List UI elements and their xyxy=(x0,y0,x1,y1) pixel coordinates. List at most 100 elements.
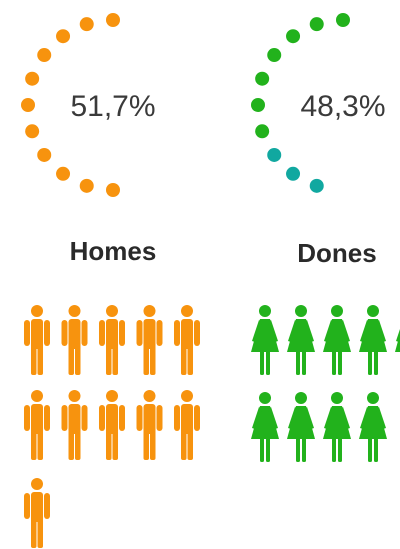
icon-torso xyxy=(68,319,81,349)
icon-leg xyxy=(143,345,149,375)
person-icon xyxy=(287,305,315,375)
icon-leg xyxy=(31,518,37,548)
icon-arm xyxy=(288,407,314,429)
ring-dot xyxy=(286,166,301,181)
icon-head xyxy=(259,305,271,317)
icon-leg xyxy=(150,430,156,460)
icon-leg xyxy=(31,430,37,460)
ring-dot xyxy=(267,147,282,162)
icon-torso xyxy=(68,404,81,434)
icon-leg xyxy=(374,350,378,375)
person-icon xyxy=(99,305,125,375)
icon-head xyxy=(31,390,43,402)
icon-arm xyxy=(24,320,30,346)
person-icon xyxy=(323,305,351,375)
icon-arm xyxy=(252,407,278,429)
ring-dot xyxy=(56,29,71,44)
icon-arm xyxy=(324,407,350,429)
icon-head xyxy=(31,305,43,317)
icon-arm xyxy=(119,320,125,346)
person-icon xyxy=(99,390,125,460)
ring-dot xyxy=(21,98,35,112)
icon-head xyxy=(295,305,307,317)
percentage: 51,7% xyxy=(70,90,155,123)
icon-leg xyxy=(296,350,300,375)
icon-leg xyxy=(302,437,306,462)
icon-arm xyxy=(99,320,105,346)
ring-dot xyxy=(25,124,40,139)
icon-leg xyxy=(37,518,43,548)
icon-torso xyxy=(106,319,118,349)
icon-leg xyxy=(266,437,270,462)
icon-head xyxy=(181,390,193,402)
icon-arm xyxy=(288,320,314,342)
icon-leg xyxy=(368,350,372,375)
ring-dot xyxy=(255,71,270,86)
icon-arm xyxy=(174,405,180,431)
ring-dot xyxy=(106,13,120,27)
icon-arm xyxy=(119,405,125,431)
person-icon xyxy=(323,392,351,462)
ring-dot xyxy=(37,48,52,63)
icon-leg xyxy=(374,437,378,462)
ring-dot xyxy=(255,124,270,139)
icon-leg xyxy=(37,430,43,460)
icon-leg xyxy=(338,437,342,462)
ring-dot xyxy=(286,29,301,44)
percentage: 48,3% xyxy=(300,90,385,123)
icon-head xyxy=(331,305,343,317)
icon-head xyxy=(181,305,193,317)
icon-arm xyxy=(136,405,143,431)
person-icon xyxy=(174,305,200,375)
person-icon xyxy=(24,390,50,460)
icon-arm xyxy=(360,320,386,342)
icon-arm xyxy=(324,320,350,342)
icon-leg xyxy=(260,437,264,462)
icon-head xyxy=(367,392,379,404)
icon-head xyxy=(367,305,379,317)
icon-arm xyxy=(81,320,88,346)
icon-arm xyxy=(99,405,105,431)
icon-torso xyxy=(106,404,118,434)
icon-head xyxy=(68,390,81,402)
icon-leg xyxy=(150,345,156,375)
icon-arm xyxy=(174,320,180,346)
ring-dot xyxy=(251,98,265,112)
icon-leg xyxy=(75,345,81,375)
ring-dot xyxy=(309,17,324,32)
person-icon xyxy=(395,329,400,352)
person-icon xyxy=(24,478,50,548)
icon-arm xyxy=(396,329,400,342)
icon-leg xyxy=(143,430,149,460)
icon-arm xyxy=(156,405,163,431)
person-icon xyxy=(251,392,279,462)
icon-leg xyxy=(112,430,118,460)
icon-arm xyxy=(44,320,50,346)
person-icon xyxy=(174,390,200,460)
icon-leg xyxy=(31,345,37,375)
ring-dot xyxy=(336,13,350,27)
icon-head xyxy=(68,305,81,317)
person-icon xyxy=(61,305,88,375)
icon-torso xyxy=(181,319,193,349)
person-icon xyxy=(359,392,387,462)
icon-leg xyxy=(332,350,336,375)
ring-dot xyxy=(37,147,52,162)
icon-leg xyxy=(106,430,112,460)
ring-dot xyxy=(106,183,120,197)
person-icon xyxy=(24,305,50,375)
ring-dot xyxy=(79,17,94,32)
icon-leg xyxy=(68,430,74,460)
icon-leg xyxy=(266,350,270,375)
icon-torso xyxy=(31,404,43,434)
category-label: Homes xyxy=(70,236,157,266)
ring-dot xyxy=(25,71,40,86)
icon-head xyxy=(143,390,156,402)
icon-arm xyxy=(24,493,30,519)
person-icon xyxy=(61,390,88,460)
icon-leg xyxy=(68,345,74,375)
icon-arm xyxy=(44,493,50,519)
icon-arm xyxy=(81,405,88,431)
category-label: Dones xyxy=(297,238,376,268)
